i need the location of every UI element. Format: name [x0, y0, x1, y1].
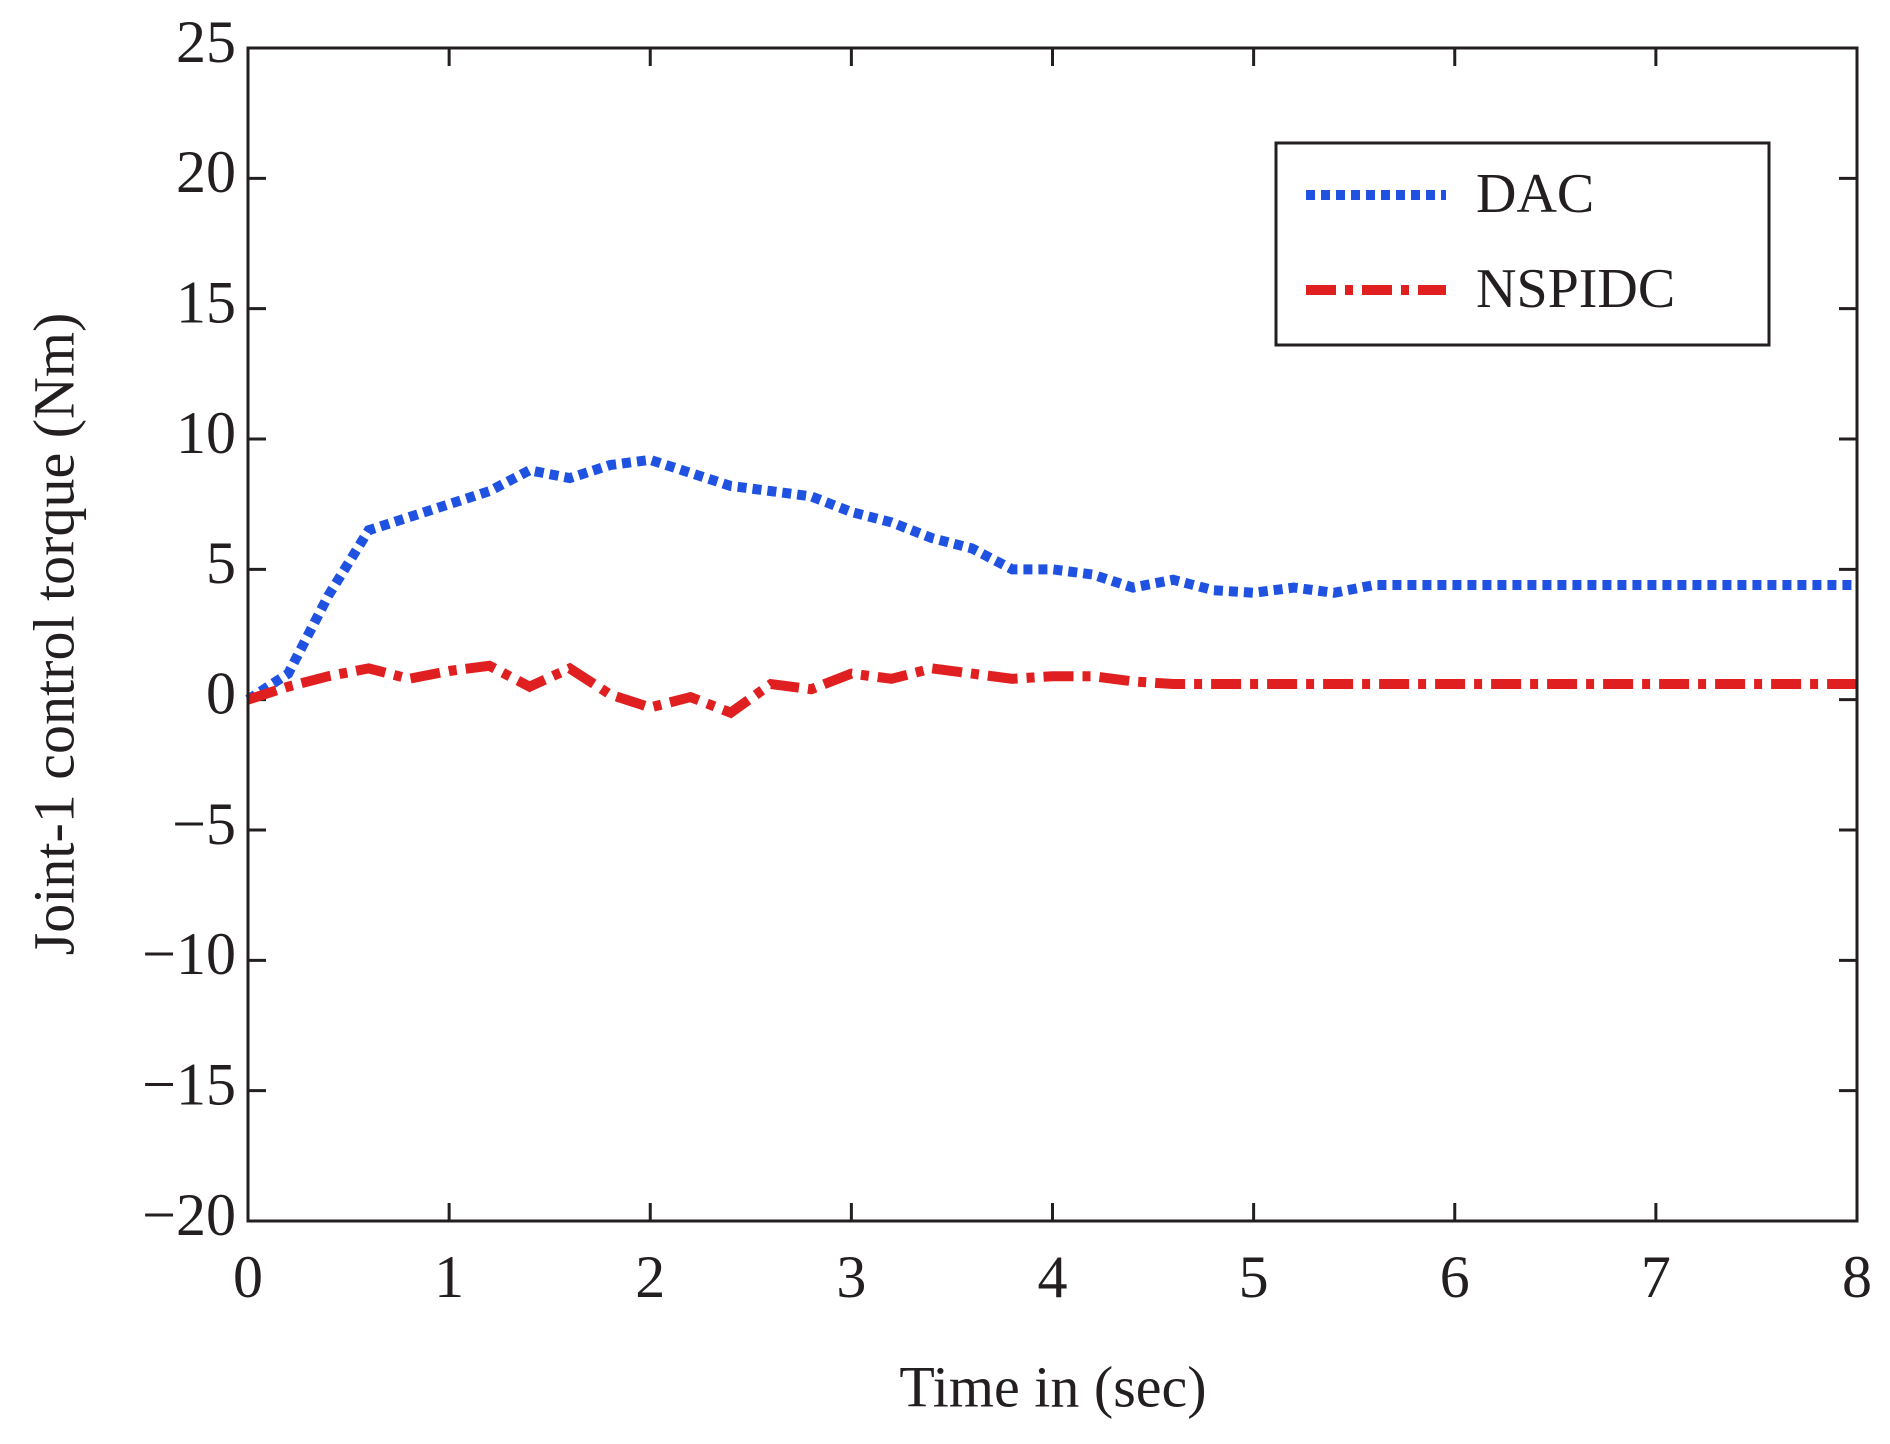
y-tick-label: 15 — [176, 269, 236, 335]
legend-label: NSPIDC — [1476, 258, 1675, 320]
series-line — [246, 660, 1857, 719]
y-tick-label: 5 — [206, 530, 236, 596]
y-tick-label: 25 — [176, 9, 236, 75]
x-tick-label: 5 — [1239, 1244, 1269, 1310]
series-line — [245, 454, 1857, 704]
legend-box — [1274, 141, 1771, 347]
y-tick-label: 20 — [176, 139, 236, 205]
x-tick-label: 1 — [434, 1244, 464, 1310]
x-tick-label: 0 — [233, 1244, 263, 1310]
x-tick-label: 2 — [635, 1244, 665, 1310]
y-tick-label: 10 — [176, 400, 236, 466]
x-tick-label: 8 — [1842, 1244, 1872, 1310]
x-tick-label: 7 — [1641, 1244, 1671, 1310]
y-tick-label: −10 — [142, 921, 236, 987]
x-axis-title: Time in (sec) — [899, 1354, 1206, 1419]
x-tick-label: 3 — [836, 1244, 866, 1310]
y-tick-label: −15 — [142, 1051, 236, 1117]
legend-label: DAC — [1476, 163, 1594, 225]
y-tick-label: −5 — [172, 791, 236, 857]
x-tick-label: 6 — [1440, 1244, 1470, 1310]
x-tick-label: 4 — [1038, 1244, 1068, 1310]
plot-frame — [246, 46, 1859, 1223]
y-tick-label: −20 — [142, 1182, 236, 1248]
y-tick-label: 0 — [206, 660, 236, 726]
y-axis-title: Joint-1 control torque (Nm) — [21, 313, 86, 956]
